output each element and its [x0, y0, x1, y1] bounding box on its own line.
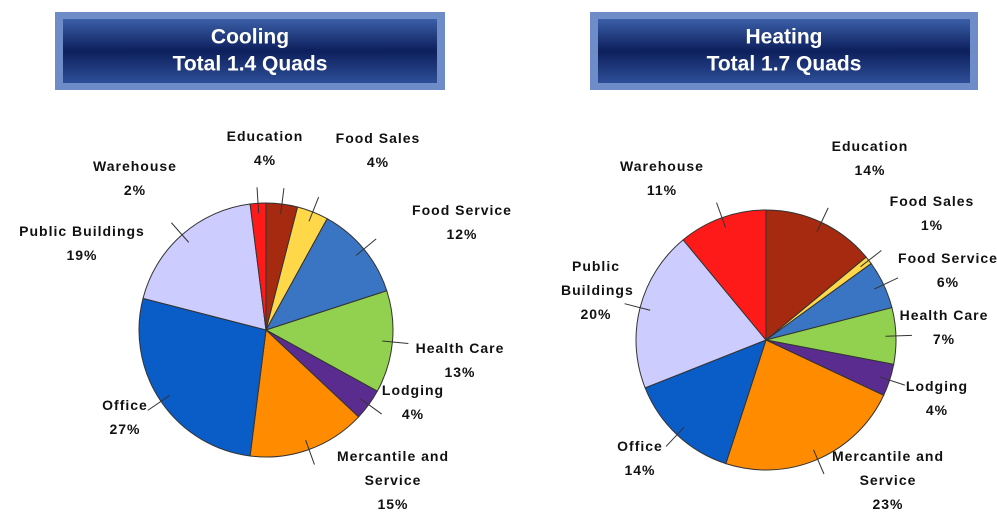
category-label: Health Care	[899, 307, 989, 323]
leader-line	[885, 334, 912, 337]
slice-label: Office 14%	[617, 434, 663, 482]
value-label: 2%	[123, 182, 147, 198]
category-label: Education	[226, 128, 304, 144]
category-label: Public Buildings	[19, 223, 145, 239]
category-label: Office	[617, 438, 663, 454]
slice-label: Health Care 13%	[416, 336, 505, 384]
leader-line	[879, 376, 906, 386]
leader-line	[355, 238, 377, 256]
category-label: Warehouse	[93, 158, 177, 174]
category-label: Warehouse	[620, 158, 704, 174]
leader-line	[147, 395, 170, 411]
slice-label: Food Sales 4%	[336, 126, 421, 174]
leader-line	[716, 202, 726, 228]
leader-line	[308, 196, 320, 222]
category-label: Public Buildings	[561, 258, 634, 298]
leader-line	[874, 277, 899, 290]
value-label: 12%	[446, 226, 478, 242]
value-label: 14%	[624, 462, 656, 478]
category-label: Office	[102, 397, 148, 413]
category-label: Lodging	[905, 378, 969, 394]
value-label: 20%	[580, 306, 612, 322]
value-label: 4%	[401, 406, 425, 422]
leader-line	[171, 222, 190, 243]
slice-label: Food Service 6%	[898, 246, 997, 294]
value-label: 7%	[932, 331, 956, 347]
category-label: Mercantile and Service	[831, 448, 945, 488]
leader-line	[860, 250, 882, 268]
value-label: 6%	[936, 274, 960, 290]
chart-title: Heating	[745, 26, 822, 49]
slice-label: Lodging 4%	[382, 378, 444, 426]
slice-label: Warehouse 11%	[620, 154, 704, 202]
value-label: 27%	[109, 421, 141, 437]
value-label: 4%	[253, 152, 277, 168]
leader-line	[256, 187, 260, 214]
value-label: 13%	[444, 364, 476, 380]
leader-line	[280, 188, 285, 215]
leader-line	[813, 449, 825, 475]
slice-label: Public Buildings 19%	[19, 219, 145, 267]
chart-subtitle: Total 1.4 Quads	[173, 53, 328, 76]
title-box: Heating Total 1.7 Quads	[590, 12, 978, 90]
value-label: 23%	[872, 496, 904, 512]
value-label: 4%	[366, 154, 390, 170]
category-label: Food Sales	[335, 130, 421, 146]
category-label: Food Sales	[889, 193, 975, 209]
leader-line	[624, 303, 651, 311]
leader-line	[305, 439, 315, 465]
slice-label: Mercantile and Service 23%	[823, 444, 953, 514]
slice-label: Mercantile and Service 15%	[328, 444, 458, 514]
value-label: 11%	[646, 182, 678, 198]
value-label: 14%	[854, 162, 886, 178]
category-label: Food Service	[412, 202, 512, 218]
slice-label: Food Service 12%	[412, 198, 512, 246]
slice-label: Lodging 4%	[906, 374, 968, 422]
slice-label: Health Care 7%	[900, 303, 989, 351]
value-label: 1%	[920, 217, 944, 233]
leader-line	[665, 426, 685, 447]
category-label: Health Care	[415, 340, 505, 356]
chart-subtitle: Total 1.7 Quads	[707, 53, 862, 76]
leader-line	[816, 207, 829, 232]
title-box: Cooling Total 1.4 Quads	[55, 12, 445, 90]
slice-label: Education 14%	[832, 134, 909, 182]
category-label: Education	[831, 138, 909, 154]
slice-label: Food Sales 1%	[890, 189, 975, 237]
value-label: 15%	[377, 496, 409, 512]
category-label: Food Service	[898, 250, 997, 266]
value-label: 4%	[925, 402, 949, 418]
chart-title: Cooling	[211, 26, 289, 49]
value-label: 19%	[66, 247, 98, 263]
leader-line	[360, 398, 382, 415]
slice-label: Education 4%	[227, 124, 304, 172]
category-label: Mercantile and Service	[336, 448, 450, 488]
slice-label: Warehouse 2%	[93, 154, 177, 202]
slice-label: Office 27%	[102, 393, 148, 441]
category-label: Lodging	[381, 382, 445, 398]
leader-line	[382, 340, 409, 344]
slice-label: Public Buildings 20%	[561, 254, 634, 326]
